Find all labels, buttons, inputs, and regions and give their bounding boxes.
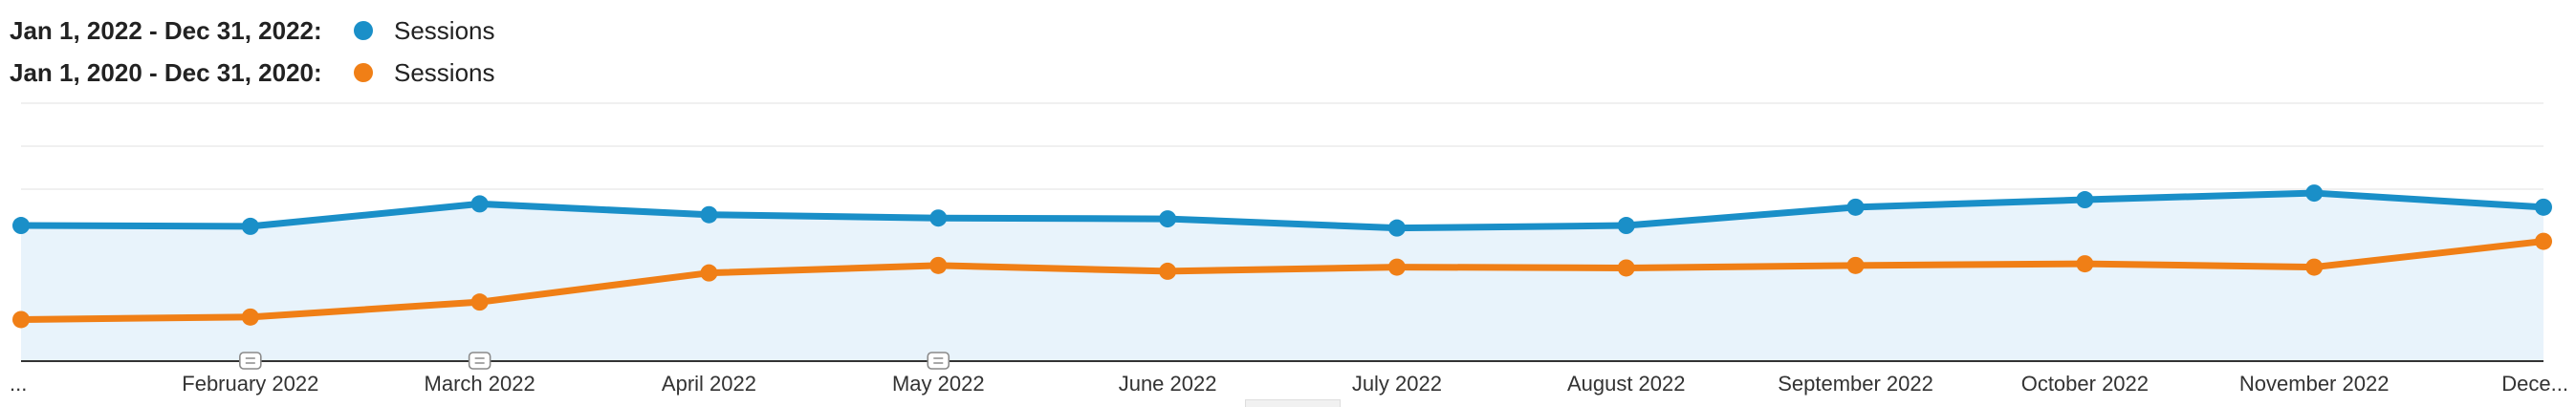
x-tick-label: February 2022 xyxy=(182,372,318,396)
data-point xyxy=(929,256,948,274)
x-tick-label: October 2022 xyxy=(2021,372,2149,396)
data-point xyxy=(1617,217,1635,235)
x-tick-label: May 2022 xyxy=(892,372,985,396)
legend-series-dot xyxy=(354,21,373,40)
legend-series-label: Sessions xyxy=(394,15,495,45)
x-tick-label: September 2022 xyxy=(1778,372,1933,396)
data-point xyxy=(929,209,948,227)
data-point xyxy=(12,217,30,235)
comment-icon xyxy=(468,352,491,370)
x-tick-label: ... xyxy=(10,372,27,396)
x-tick-label: August 2022 xyxy=(1567,372,1686,396)
x-tick-label: March 2022 xyxy=(425,372,535,396)
data-point xyxy=(470,195,489,213)
data-point xyxy=(1617,259,1635,277)
data-point xyxy=(1387,219,1406,237)
x-tick-label: June 2022 xyxy=(1119,372,1217,396)
comment-icon xyxy=(927,352,950,370)
data-point xyxy=(470,293,489,311)
data-point xyxy=(1387,258,1406,276)
data-point xyxy=(241,308,259,326)
series-line-2020 xyxy=(17,238,2547,323)
data-point xyxy=(12,311,30,329)
x-tick-label: July 2022 xyxy=(1352,372,1442,396)
data-point xyxy=(2076,255,2094,273)
legend-entry-2022[interactable]: Jan 1, 2022 - Dec 31, 2022: Sessions xyxy=(10,10,495,52)
series-area-2022 xyxy=(21,193,2543,361)
data-point xyxy=(2076,191,2094,209)
x-tick-label: November 2022 xyxy=(2239,372,2390,396)
chart-scroll-handle[interactable] xyxy=(1245,399,1341,407)
data-point xyxy=(1846,198,1865,216)
data-point xyxy=(1846,256,1865,274)
series-line-2022 xyxy=(17,189,2547,232)
legend-entry-2020[interactable]: Jan 1, 2020 - Dec 31, 2020: Sessions xyxy=(10,52,495,94)
comment-icon xyxy=(239,352,262,370)
data-point xyxy=(2535,232,2552,250)
data-point xyxy=(241,217,259,235)
legend-series-dot xyxy=(354,63,373,82)
legend-date-range: Jan 1, 2022 - Dec 31, 2022: xyxy=(10,15,322,45)
data-point xyxy=(700,264,718,282)
x-tick-label: April 2022 xyxy=(662,372,756,396)
data-point xyxy=(1159,210,1177,228)
data-point xyxy=(1159,262,1177,280)
data-point xyxy=(2305,258,2324,276)
data-point xyxy=(2535,198,2552,216)
x-tick-label: Dece... xyxy=(2501,372,2568,396)
legend-series-label: Sessions xyxy=(394,57,495,87)
legend-date-range: Jan 1, 2020 - Dec 31, 2020: xyxy=(10,57,322,87)
chart-legend: Jan 1, 2022 - Dec 31, 2022: Sessions Jan… xyxy=(10,10,495,94)
data-point xyxy=(700,205,718,224)
data-point xyxy=(2305,184,2324,203)
